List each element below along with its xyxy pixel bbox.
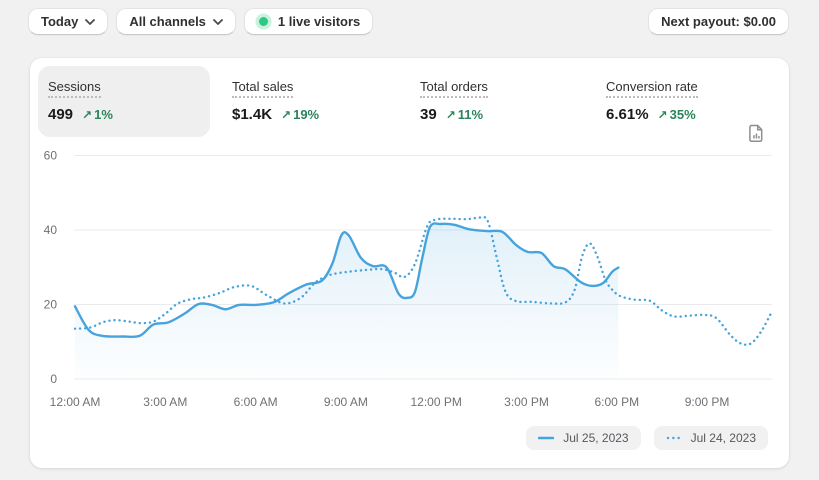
metric-label: Conversion rate	[606, 79, 698, 98]
metric-delta-value: 1%	[94, 107, 113, 122]
x-axis-label: 9:00 AM	[324, 395, 368, 409]
metric-value: 39	[420, 106, 437, 123]
y-axis-label: 60	[44, 149, 58, 163]
next-payout-label: Next payout: $0.00	[661, 14, 776, 29]
date-range-label: Today	[41, 14, 79, 29]
channel-filter-label: All channels	[129, 14, 206, 29]
metric-label: Total sales	[232, 79, 294, 98]
series-area-fill	[75, 223, 619, 379]
metric-tab-sessions[interactable]: Sessions 499 ↗ 1%	[38, 66, 210, 137]
metric-delta: ↗ 1%	[82, 107, 113, 122]
metric-value: 6.61%	[606, 106, 649, 123]
metric-value: $1.4K	[232, 106, 273, 123]
chart-legend: Jul 25, 2023 Jul 24, 2023	[526, 426, 768, 450]
metric-tab-conversion-rate[interactable]: Conversion rate 6.61% ↗ 35%	[596, 66, 791, 137]
solid-line-marker-icon	[538, 436, 555, 440]
view-report-button[interactable]	[745, 124, 767, 146]
chevron-down-icon	[85, 19, 96, 25]
x-axis-label: 3:00 AM	[143, 395, 187, 409]
metric-delta: ↗ 11%	[446, 107, 483, 122]
sessions-line-chart[interactable]: 0 20 40 60 12:00 AM 3:00 AM 6:00 AM 9:00 AM 12:0…	[30, 143, 789, 423]
trend-up-arrow-icon: ↗	[445, 108, 456, 122]
metric-value: 499	[48, 106, 74, 123]
metric-delta-value: 35%	[669, 107, 696, 122]
x-axis-label: 9:00 PM	[685, 395, 730, 409]
series-line-solid	[73, 222, 620, 339]
trend-up-arrow-icon: ↗	[82, 108, 93, 122]
x-axis-label: 6:00 AM	[234, 395, 278, 409]
legend-label: Jul 25, 2023	[563, 431, 629, 445]
chevron-down-icon	[213, 19, 223, 25]
legend-label: Jul 24, 2023	[690, 431, 756, 445]
metric-delta-value: 11%	[457, 107, 484, 122]
topbar-filters: Today All channels 1 live visitors	[28, 8, 374, 35]
metric-delta: ↗ 19%	[281, 107, 319, 122]
metric-label: Total orders	[420, 79, 488, 98]
channel-filter-button[interactable]: All channels	[116, 8, 236, 35]
live-visitors-button[interactable]: 1 live visitors	[243, 8, 374, 35]
metric-delta-value: 19%	[293, 107, 320, 122]
x-axis-label: 6:00 PM	[594, 395, 639, 409]
metric-tab-total-sales[interactable]: Total sales $1.4K ↗ 19%	[222, 66, 398, 137]
analytics-card: Sessions 499 ↗ 1% Total sales $1.4K ↗ 19…	[30, 58, 789, 468]
metric-delta: ↗ 35%	[658, 107, 696, 122]
legend-item-jul-24[interactable]: Jul 24, 2023	[653, 426, 768, 450]
report-document-icon	[748, 124, 765, 146]
x-axis-label: 12:00 AM	[50, 395, 101, 409]
date-range-button[interactable]: Today	[28, 8, 109, 35]
topbar: Today All channels 1 live visitors Next …	[0, 0, 819, 35]
trend-up-arrow-icon: ↗	[281, 108, 292, 122]
series-line-dotted	[73, 215, 772, 346]
metrics-row: Sessions 499 ↗ 1% Total sales $1.4K ↗ 19…	[38, 66, 791, 137]
y-axis-label: 40	[44, 223, 58, 237]
live-visitors-label: 1 live visitors	[277, 14, 361, 29]
y-axis-label: 20	[44, 298, 58, 312]
live-visitors-dot-icon	[258, 17, 268, 26]
metric-tab-total-orders[interactable]: Total orders 39 ↗ 11%	[410, 66, 584, 137]
dotted-line-marker-icon	[666, 436, 682, 440]
y-axis-label: 0	[50, 372, 57, 386]
metric-label: Sessions	[48, 79, 101, 98]
x-axis-label: 12:00 PM	[411, 395, 462, 409]
trend-up-arrow-icon: ↗	[657, 108, 668, 122]
x-axis-label: 3:00 PM	[504, 395, 549, 409]
legend-item-jul-25[interactable]: Jul 25, 2023	[526, 426, 641, 450]
next-payout-button[interactable]: Next payout: $0.00	[648, 8, 789, 35]
